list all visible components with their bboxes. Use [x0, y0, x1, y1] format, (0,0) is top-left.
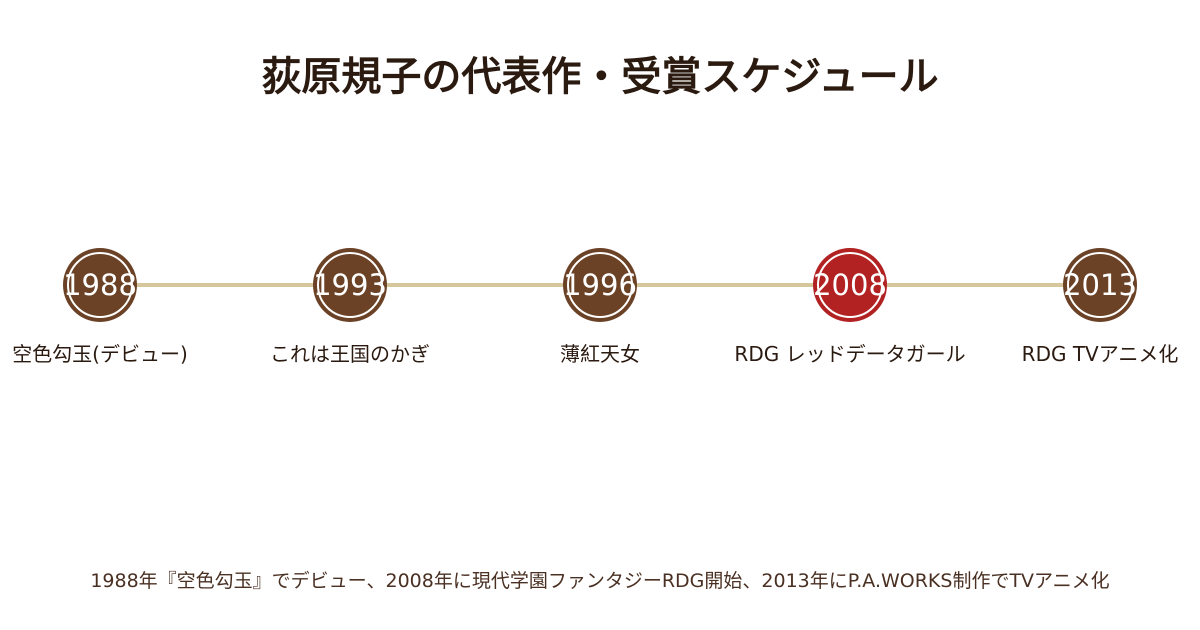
- node-label: 薄紅天女: [560, 342, 640, 366]
- node-ring: [567, 252, 633, 318]
- node-circle: [563, 248, 637, 322]
- node-year: 1996: [563, 268, 637, 302]
- node-circle: [63, 248, 137, 322]
- title: 荻原規子の代表作・受賞スケジュール: [261, 54, 939, 100]
- node-year: 1988: [63, 268, 137, 302]
- node-circle: [813, 248, 887, 322]
- node-label: 空色勾玉(デビュー): [12, 342, 188, 366]
- node-ring: [1067, 252, 1133, 318]
- node-year: 2013: [1063, 268, 1137, 302]
- node-label: RDG TVアニメ化: [1021, 342, 1179, 366]
- node-label: RDG レッドデータガール: [734, 342, 966, 366]
- node-ring: [817, 252, 883, 318]
- node-circle: [1063, 248, 1137, 322]
- node-year: 2008: [813, 268, 887, 302]
- node-ring: [67, 252, 133, 318]
- node-year: 1993: [313, 268, 387, 302]
- caption: 1988年『空色勾玉』でデビュー、2008年に現代学園ファンタジーRDG開始、2…: [90, 570, 1110, 592]
- node-label: これは王国のかぎ: [270, 342, 430, 366]
- node-ring: [317, 252, 383, 318]
- node-circle: [313, 248, 387, 322]
